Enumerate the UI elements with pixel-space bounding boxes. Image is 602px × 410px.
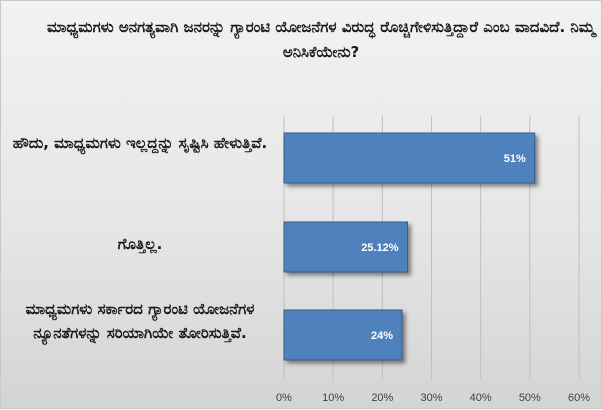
- x-tick-label: 40%: [470, 392, 492, 404]
- bar-value-label: 51%: [504, 153, 526, 165]
- x-tick-label: 0%: [276, 392, 292, 404]
- x-tick-label: 50%: [519, 392, 541, 404]
- x-tick-label: 30%: [420, 392, 442, 404]
- bar-value-label: 25.12%: [361, 242, 399, 254]
- x-tick-label: 20%: [371, 392, 393, 404]
- category-label-1: ಹೌದು, ಮಾಧ್ಯಮಗಳು ಇಲ್ಲದ್ದನ್ನು ಸೃಷ್ಟಿಸಿ ಹೇಳ…: [12, 134, 268, 152]
- category-label-2: ಗೊತ್ತಿಲ್ಲ.: [117, 235, 163, 253]
- bar-value-label: 24%: [371, 330, 393, 342]
- x-tick-label: 10%: [322, 392, 344, 404]
- bar: [283, 221, 409, 273]
- chart-title: ಮಾಧ್ಯಮಗಳು ಅನಗತ್ಯವಾಗಿ ಜನರನ್ನು ಗ್ಯಾರಂಟಿ ಯೋ…: [46, 18, 596, 61]
- x-tick-label: 60%: [568, 392, 590, 404]
- bar: [283, 132, 536, 184]
- category-label-3: ಮಾಧ್ಯಮಗಳು ಸರ್ಕಾರದ ಗ್ಯಾರಂಟಿ ಯೋಜನೆಗಳ ನ್ಯೂನ…: [25, 300, 255, 342]
- bar: [283, 309, 403, 361]
